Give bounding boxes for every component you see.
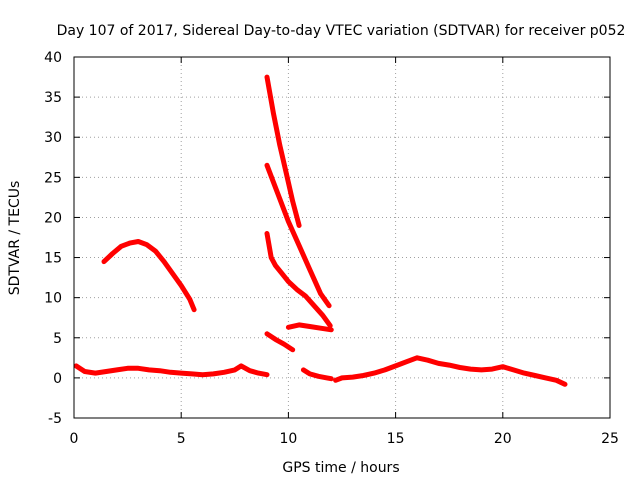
series-arc-1 (73, 363, 270, 378)
y-tick-label: 30 (44, 130, 62, 146)
series-arc-7 (285, 322, 334, 333)
x-tick-label: 20 (494, 431, 512, 447)
x-axis-label: GPS time / hours (282, 460, 399, 476)
chart-title: Day 107 of 2017, Sidereal Day-to-day VTE… (57, 23, 626, 39)
series-arc-3 (264, 74, 302, 228)
x-axis-ticks: 0 5 10 15 20 25 (70, 57, 619, 447)
y-axis-ticks: -5 0 5 10 15 20 25 30 35 40 (44, 50, 610, 427)
x-tick-label: 25 (601, 431, 619, 447)
series-arc-8 (300, 367, 334, 382)
y-tick-label: -5 (48, 411, 62, 427)
grid-lines (74, 57, 610, 418)
y-tick-label: 35 (44, 90, 62, 106)
data-series (73, 74, 568, 387)
x-tick-label: 5 (177, 431, 186, 447)
y-tick-label: 15 (44, 251, 62, 267)
x-tick-label: 15 (387, 431, 405, 447)
y-tick-label: 0 (53, 371, 62, 387)
series-arc-9 (333, 355, 568, 387)
plot-frame (73, 56, 611, 419)
x-tick-label: 0 (70, 431, 79, 447)
x-tick-label: 10 (279, 431, 297, 447)
series-arc-6 (264, 331, 296, 353)
series-arc-5 (264, 231, 333, 329)
y-axis-label: SDTVAR / TECUs (7, 181, 23, 296)
y-tick-label: 10 (44, 291, 62, 307)
y-tick-label: 40 (44, 50, 62, 66)
series-arc-4 (264, 162, 332, 309)
y-tick-label: 5 (53, 331, 62, 347)
y-tick-label: 25 (44, 170, 62, 186)
y-tick-label: 20 (44, 210, 62, 226)
series-arc-2 (101, 239, 197, 313)
